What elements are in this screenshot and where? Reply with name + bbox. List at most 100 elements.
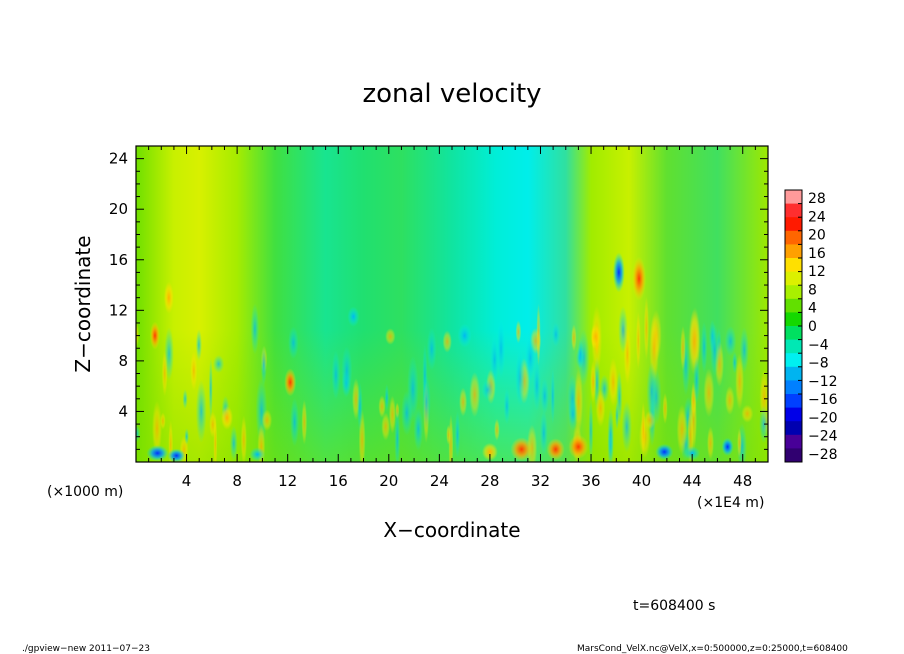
x-tick-label: 4 (182, 472, 192, 490)
heatmap-streak (710, 323, 720, 377)
heatmap-extremum (284, 368, 297, 397)
colorbar-label: 16 (808, 246, 826, 262)
colorbar-swatch (785, 190, 802, 204)
colorbar-swatch (785, 217, 802, 232)
y-tick-label: 24 (109, 150, 128, 168)
colorbar-label: 0 (808, 319, 817, 335)
heatmap-streak (152, 400, 162, 456)
x-tick-label: 12 (278, 472, 297, 490)
heatmap-streak (496, 318, 506, 379)
heatmap-extremum (149, 321, 160, 350)
heatmap-streak (503, 388, 511, 425)
heatmap-extremum (457, 323, 472, 348)
y-tick-label: 4 (118, 402, 128, 420)
colorbar-swatch (785, 258, 802, 272)
heatmap-streak (494, 418, 500, 441)
heatmap-streak (407, 355, 419, 423)
x-axis-label: X−coordinate (383, 518, 520, 542)
colorbar-swatch (785, 380, 802, 395)
heatmap-streak (618, 306, 628, 354)
heatmap-streak (422, 374, 431, 430)
colorbar-swatch (785, 271, 802, 286)
heatmap-streak (707, 426, 714, 460)
heatmap-streak (442, 330, 452, 353)
heatmap-streak (532, 359, 541, 412)
heatmap-extremum (481, 442, 498, 461)
heatmap-extremum (221, 405, 234, 430)
colorbar-swatch (785, 366, 802, 381)
heatmap-streak (260, 345, 267, 386)
x-unit-left: (×1000 m) (47, 484, 123, 500)
heatmap-streak (384, 383, 389, 412)
heatmap-streak (607, 407, 614, 461)
heatmap-streak (621, 401, 632, 453)
colorbar-label: 28 (808, 191, 826, 207)
heatmap-streak (160, 412, 166, 430)
heatmap-extremum (510, 437, 533, 462)
heatmap-streak (394, 406, 401, 462)
colorbar-swatch (785, 285, 802, 300)
heatmap-streak (641, 401, 646, 456)
heatmap-streak (301, 399, 308, 445)
heatmap-streak (161, 350, 168, 397)
heatmap-streak (608, 357, 618, 407)
colorbar-label: 20 (808, 228, 826, 244)
heatmap-streak (590, 359, 597, 404)
heatmap-streak (448, 414, 454, 462)
heatmap-streak (759, 405, 768, 444)
heatmap-streak (700, 321, 708, 374)
heatmap-streak (524, 334, 536, 382)
heatmap-streak (288, 326, 299, 360)
heatmap-extremum (146, 445, 169, 462)
heatmap-streak (208, 357, 213, 421)
x-tick-label: 24 (430, 472, 449, 490)
heatmap-streak (588, 398, 594, 462)
heatmap-extremum (163, 281, 174, 314)
y-tick-label: 16 (109, 251, 128, 269)
heatmap-streak (195, 380, 207, 443)
colorbar-swatch (785, 421, 802, 436)
x-tick-label: 48 (733, 472, 752, 490)
heatmap-streak (725, 385, 735, 415)
heatmap-streak (195, 329, 202, 361)
heatmap-streak (568, 397, 578, 431)
y-axis-label: Z−coordinate (71, 235, 95, 372)
colorbar-label: 4 (808, 301, 817, 317)
heatmap-streak (459, 387, 468, 417)
heatmap-streak (240, 415, 247, 462)
heatmap-extremum (684, 446, 701, 461)
colorbar: 28 24 20 16 12 8 4 0 −4 −8 −12 −16 −20 −24 −28 (784, 189, 838, 463)
heatmap-streak (680, 325, 686, 371)
heatmap-streak (646, 362, 657, 422)
heatmap-field (136, 146, 768, 462)
heatmap-extremum (721, 437, 734, 456)
heatmap-streak (357, 382, 363, 432)
heatmap-streak (515, 349, 525, 407)
heatmap-extremum (347, 306, 360, 327)
x-unit-right: (×1E4 m) (697, 495, 764, 511)
heatmap-streak (290, 397, 300, 447)
colorbar-swatch (785, 353, 802, 368)
colorbar-label: 12 (808, 264, 826, 280)
heatmap-streak (190, 350, 198, 391)
heatmap-streak (381, 412, 391, 441)
heatmap-streak (261, 409, 273, 431)
heatmap-streak (378, 395, 386, 418)
colorbar-label: −16 (808, 392, 838, 408)
heatmap-streak (693, 356, 700, 405)
heatmap-streak (595, 389, 606, 428)
colorbar-label: −20 (808, 410, 838, 426)
y-tick-label: 8 (118, 352, 128, 370)
heatmap-streak (213, 355, 225, 373)
colorbar-swatch (785, 244, 802, 259)
x-tick-label: 8 (232, 472, 242, 490)
colorbar-swatch (785, 326, 802, 340)
heatmap-streak (540, 378, 549, 415)
heatmap-streak (229, 425, 238, 462)
heatmap-streak (184, 428, 189, 445)
heatmap-streak (643, 296, 650, 361)
heatmap-extremum (167, 448, 186, 462)
heatmap-streak (136, 424, 141, 443)
